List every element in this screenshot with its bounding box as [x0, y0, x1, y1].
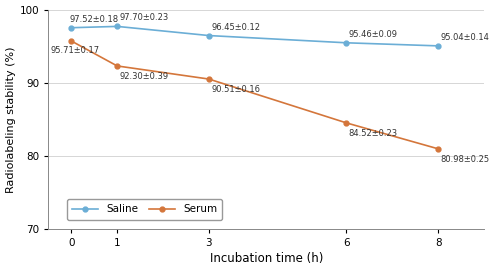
Saline — [435, 44, 441, 47]
Line: Serum: Serum — [69, 38, 440, 151]
Text: 97.52±0.18: 97.52±0.18 — [69, 15, 118, 24]
X-axis label: Incubation time (h): Incubation time (h) — [210, 253, 323, 265]
Text: 95.71±0.17: 95.71±0.17 — [50, 46, 100, 56]
Text: 84.52±0.23: 84.52±0.23 — [349, 129, 398, 138]
Text: 96.45±0.12: 96.45±0.12 — [211, 22, 260, 31]
Text: 95.46±0.09: 95.46±0.09 — [349, 30, 398, 39]
Text: 80.98±0.25: 80.98±0.25 — [440, 155, 490, 164]
Saline — [68, 26, 74, 29]
Text: 92.30±0.39: 92.30±0.39 — [120, 72, 168, 81]
Serum — [344, 121, 349, 125]
Line: Saline: Saline — [69, 24, 440, 48]
Y-axis label: Radiolabeling stability (%): Radiolabeling stability (%) — [6, 46, 16, 193]
Saline — [114, 25, 120, 28]
Text: 95.04±0.14: 95.04±0.14 — [440, 33, 490, 42]
Saline — [344, 41, 349, 44]
Text: 90.51±0.16: 90.51±0.16 — [211, 85, 260, 94]
Text: 97.70±0.23: 97.70±0.23 — [120, 13, 168, 22]
Serum — [435, 147, 441, 150]
Serum — [68, 39, 74, 43]
Legend: Saline, Serum: Saline, Serum — [66, 199, 222, 220]
Serum — [114, 64, 120, 67]
Serum — [206, 78, 212, 81]
Saline — [206, 34, 212, 37]
